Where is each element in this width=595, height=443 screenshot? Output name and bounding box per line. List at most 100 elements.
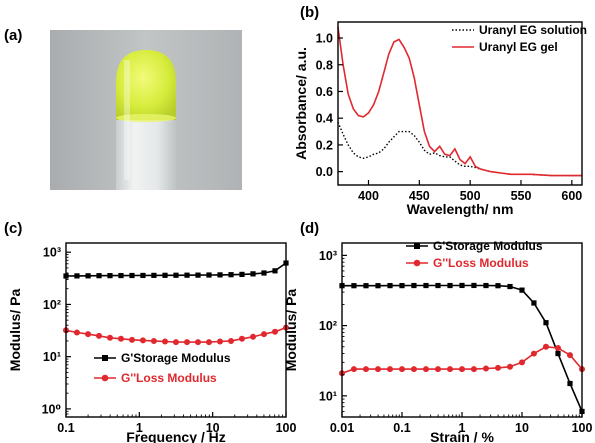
chart-c-point — [128, 336, 135, 343]
gel-dome — [116, 50, 176, 120]
chart-c-point — [184, 339, 191, 346]
chart-c-point — [172, 339, 179, 346]
chart-d-point — [555, 350, 561, 357]
chart-d-y-tick-label: 10² — [319, 319, 337, 333]
chart-d-point — [567, 352, 574, 359]
chart-d-x-axis-title: Strain / % — [430, 429, 494, 443]
chart-d-point — [543, 320, 549, 326]
chart-d-point — [470, 366, 477, 373]
chart-d-point — [411, 282, 417, 289]
chart-d-point — [483, 282, 489, 289]
chart-b-y-tick-label: 0.6 — [316, 85, 333, 99]
chart-d-strain-sweep: 0.01 0.1 1 10 100 10¹ 10² 10³ Strain / % Modulus/… — [283, 239, 592, 443]
chart-d-point — [519, 287, 525, 293]
chart-c-point — [129, 272, 135, 279]
chart-b-x-tick-label: 450 — [409, 189, 430, 203]
panel-label-c: (c) — [4, 220, 22, 237]
chart-d-legend-label: G'Storage Modulus — [433, 239, 543, 253]
chart-c-point — [217, 338, 224, 345]
chart-c-point — [205, 339, 212, 346]
panel-label-d: (d) — [300, 220, 319, 237]
chart-c-point — [150, 337, 157, 344]
chart-b-y-axis-title: Absorbance/ a.u. — [293, 47, 309, 160]
chart-c-frame — [65, 242, 287, 418]
chart-d-x-tick-label: 100 — [572, 421, 593, 435]
vial-tube — [116, 112, 176, 190]
chart-c-point — [228, 272, 234, 278]
chart-c-frequency-sweep: 0.1 1 10 100 10⁰ 10¹ 10² 10³ Frequency / Hz Modul… — [7, 242, 297, 443]
chart-b-x-tick-label: 500 — [460, 189, 481, 203]
chart-d-legend-marker — [414, 243, 420, 249]
chart-c-y-tick-label: 10¹ — [43, 350, 61, 364]
chart-d-point — [363, 283, 369, 289]
gel-meniscus — [116, 114, 176, 122]
chart-b-series-line-0 — [337, 121, 582, 177]
chart-c-x-tick-label: 1 — [136, 421, 143, 435]
chart-d-point — [399, 366, 405, 373]
chart-c-point — [217, 272, 223, 278]
chart-d-point — [434, 366, 441, 373]
chart-d-y-axis-title: Modulus/ Pa — [283, 289, 299, 372]
chart-c-point — [162, 338, 169, 345]
chart-b-x-tick-label: 400 — [358, 189, 379, 203]
chart-d-point — [519, 359, 525, 366]
chart-c-point — [96, 332, 103, 339]
chart-c-legend-marker — [101, 374, 109, 382]
chart-c-point — [162, 272, 168, 278]
chart-c-point — [260, 331, 267, 338]
chart-d-point — [495, 283, 501, 289]
chart-c-point — [73, 329, 80, 336]
chart-c-point — [195, 272, 201, 278]
chart-c-point — [117, 335, 124, 342]
chart-d-point — [422, 366, 429, 373]
chart-d-point — [410, 366, 417, 373]
chart-c-point — [96, 273, 102, 279]
chart-c-point — [250, 271, 256, 277]
chart-b-y-tick-label: 0.2 — [316, 138, 333, 152]
chart-d-point — [554, 345, 561, 352]
chart-b-legend-label: Uranyl EG gel — [479, 40, 558, 54]
chart-d-point — [471, 282, 477, 289]
chart-b-y-tick-label: 0.4 — [316, 112, 333, 126]
chart-c-point — [85, 273, 91, 279]
chart-d-legend-marker — [413, 259, 421, 267]
chart-c-point — [228, 337, 235, 344]
chart-d-point — [459, 282, 465, 289]
chart-c-y-tick-label: 10³ — [43, 246, 61, 260]
chart-d-legend-label: G''Loss Modulus — [433, 256, 529, 270]
chart-d-point — [459, 366, 465, 373]
chart-c-point — [195, 339, 202, 346]
chart-c-point — [272, 268, 278, 274]
chart-d-point — [435, 282, 441, 289]
chart-b-frame — [337, 21, 583, 186]
chart-c-point — [140, 272, 146, 279]
chart-d-point — [531, 300, 537, 306]
chart-b-x-axis-title: Wavelength/ nm — [407, 201, 514, 217]
chart-d-point — [530, 350, 537, 357]
chart-d-point — [482, 365, 489, 372]
chart-d-point — [351, 283, 357, 289]
chart-c-legend-label: G'Storage Modulus — [121, 351, 231, 365]
chart-c-point — [139, 337, 146, 344]
chart-c-point — [239, 271, 245, 277]
panel-label-a: (a) — [4, 27, 22, 44]
chart-d-point — [399, 283, 405, 289]
chart-d-point — [542, 343, 549, 350]
chart-d-point — [423, 282, 429, 289]
chart-d-point — [494, 364, 501, 371]
chart-b-y-tick-label: 0.8 — [316, 58, 333, 72]
chart-c-legend-label: G''Loss Modulus — [121, 371, 217, 385]
chart-d-point — [387, 366, 394, 373]
chart-d-y-tick-label: 10³ — [319, 249, 337, 263]
chart-c-x-axis-title: Frequency / Hz — [126, 429, 226, 443]
chart-c-point — [206, 272, 212, 278]
chart-c-y-tick-label: 10² — [43, 298, 61, 312]
chart-c-x-tick-label: 100 — [276, 421, 297, 435]
chart-d-point — [350, 366, 357, 373]
chart-c-point — [261, 270, 267, 276]
chart-c-point — [118, 272, 124, 279]
chart-c-point — [106, 334, 113, 341]
chart-b-absorbance: 400 450 500 550 600 0.0 0.2 0.4 0.6 0.8 1.0 Wavelen… — [293, 21, 587, 217]
chart-c-y-axis-title: Modulus/ Pa — [7, 289, 23, 372]
